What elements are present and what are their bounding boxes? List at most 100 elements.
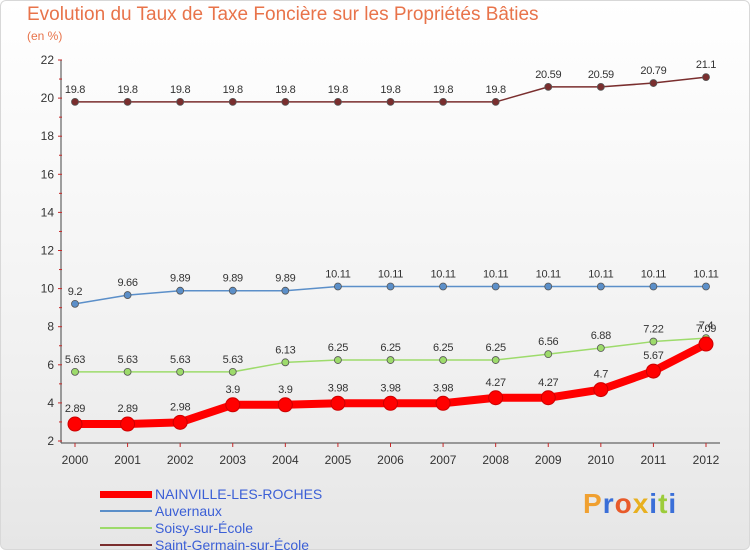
- x-tick-label: 2001: [114, 453, 141, 467]
- logo-letter: r: [602, 488, 615, 519]
- y-tick-label: 14: [41, 205, 55, 219]
- data-point-soisy-sur-ecole: [439, 356, 447, 364]
- data-label-saint-germain-sur-ecole: 19.8: [275, 84, 295, 96]
- data-point-auvernaux: [702, 282, 710, 291]
- data-point-saint-germain-sur-ecole: [71, 98, 79, 106]
- legend-label: Auvernaux: [155, 503, 222, 519]
- data-point-soisy-sur-ecole: [596, 344, 605, 352]
- y-tick-label: 4: [47, 396, 54, 410]
- data-point-auvernaux: [228, 286, 237, 295]
- data-label-auvernaux: 10.11: [641, 269, 666, 281]
- legend-label: Saint-Germain-sur-École: [155, 537, 310, 553]
- data-label-soisy-sur-ecole: 7.4: [699, 320, 714, 332]
- data-label-nainville-les-roches: 2.89: [65, 403, 85, 415]
- data-label-saint-germain-sur-ecole: 20.59: [588, 69, 614, 81]
- x-tick-label: 2005: [325, 453, 352, 467]
- data-point-nainville-les-roches: [225, 397, 241, 413]
- data-point-saint-germain-sur-ecole: [334, 98, 342, 106]
- y-tick-label: 18: [41, 129, 55, 143]
- y-tick-label: 16: [41, 167, 55, 181]
- data-label-saint-germain-sur-ecole: 19.8: [117, 84, 137, 96]
- data-point-saint-germain-sur-ecole: [702, 73, 710, 82]
- data-label-nainville-les-roches: 3.9: [278, 384, 293, 396]
- data-label-auvernaux: 10.11: [325, 269, 350, 281]
- legend-swatch: [100, 527, 152, 529]
- data-label-saint-germain-sur-ecole: 19.8: [328, 84, 348, 96]
- data-label-saint-germain-sur-ecole: 19.8: [65, 84, 85, 96]
- logo-letter: i: [649, 488, 659, 519]
- y-tick-label: 22: [41, 53, 55, 67]
- data-label-auvernaux: 9.89: [170, 273, 190, 285]
- data-point-soisy-sur-ecole: [544, 350, 553, 359]
- legend-swatch: [100, 544, 152, 546]
- x-tick-label: 2009: [535, 453, 562, 467]
- data-label-soisy-sur-ecole: 6.25: [328, 342, 348, 354]
- data-point-auvernaux: [386, 282, 395, 291]
- legend-label: NAINVILLE-LES-ROCHES: [155, 486, 323, 502]
- proxiti-logo: Proxiti: [583, 488, 677, 520]
- data-point-nainville-les-roches: [540, 390, 556, 406]
- data-label-auvernaux: 10.11: [693, 269, 718, 281]
- data-point-saint-germain-sur-ecole: [386, 98, 395, 106]
- x-tick-label: 2004: [272, 453, 299, 467]
- logo-letter: x: [632, 488, 650, 519]
- data-label-saint-germain-sur-ecole: 19.8: [486, 84, 506, 96]
- x-tick-label: 2012: [693, 453, 720, 467]
- x-tick-label: 2000: [62, 453, 89, 467]
- logo-letter: o: [614, 488, 633, 519]
- logo-letter: t: [658, 488, 669, 519]
- data-point-nainville-les-roches: [698, 336, 714, 352]
- data-label-saint-germain-sur-ecole: 21.1: [696, 59, 716, 71]
- data-label-nainville-les-roches: 3.98: [328, 382, 348, 394]
- legend-swatch: [100, 510, 152, 512]
- data-point-nainville-les-roches: [435, 395, 451, 411]
- data-point-nainville-les-roches: [120, 416, 136, 432]
- data-point-saint-germain-sur-ecole: [596, 82, 605, 91]
- data-point-nainville-les-roches: [383, 395, 398, 411]
- data-label-auvernaux: 9.89: [275, 273, 295, 285]
- data-label-nainville-les-roches: 3.98: [433, 382, 453, 394]
- data-point-auvernaux: [71, 299, 79, 308]
- data-point-saint-germain-sur-ecole: [439, 98, 447, 106]
- legend-swatch: [100, 490, 152, 498]
- data-label-soisy-sur-ecole: 6.13: [275, 344, 295, 356]
- data-point-soisy-sur-ecole: [281, 358, 290, 367]
- data-label-nainville-les-roches: 2.89: [117, 403, 137, 415]
- data-point-soisy-sur-ecole: [649, 337, 658, 346]
- data-label-saint-germain-sur-ecole: 19.8: [380, 84, 400, 96]
- x-tick-label: 2006: [377, 453, 404, 467]
- data-point-auvernaux: [596, 282, 605, 291]
- data-point-saint-germain-sur-ecole: [544, 82, 553, 91]
- data-point-soisy-sur-ecole: [386, 356, 395, 364]
- data-point-saint-germain-sur-ecole: [176, 98, 185, 106]
- data-label-soisy-sur-ecole: 5.63: [65, 354, 85, 366]
- legend-label: Soisy-sur-École: [155, 520, 254, 536]
- x-tick-label: 2010: [587, 453, 614, 467]
- data-point-auvernaux: [649, 282, 658, 291]
- x-tick-label: 2007: [430, 453, 457, 467]
- data-point-auvernaux: [544, 282, 553, 291]
- x-tick-label: 2011: [641, 453, 667, 467]
- data-point-soisy-sur-ecole: [71, 367, 79, 376]
- data-label-soisy-sur-ecole: 6.88: [591, 330, 611, 342]
- x-tick-label: 2002: [167, 453, 194, 467]
- data-point-nainville-les-roches: [67, 416, 83, 432]
- logo-letter: i: [668, 488, 678, 519]
- data-label-nainville-les-roches: 3.9: [226, 384, 241, 396]
- logo-letter: P: [583, 488, 603, 519]
- data-point-auvernaux: [176, 286, 185, 295]
- data-point-soisy-sur-ecole: [123, 367, 132, 376]
- y-tick-label: 2: [47, 434, 54, 448]
- data-point-saint-germain-sur-ecole: [281, 98, 290, 106]
- data-label-soisy-sur-ecole: 5.63: [170, 354, 190, 366]
- data-label-auvernaux: 10.11: [483, 269, 508, 281]
- chart-title: Evolution du Taux de Taxe Foncière sur l…: [27, 4, 539, 25]
- y-tick-label: 20: [41, 91, 55, 105]
- data-point-saint-germain-sur-ecole: [123, 98, 132, 106]
- y-tick-label: 6: [47, 358, 54, 372]
- data-point-nainville-les-roches: [593, 382, 609, 398]
- data-point-saint-germain-sur-ecole: [491, 98, 500, 106]
- data-point-saint-germain-sur-ecole: [649, 79, 658, 87]
- data-label-nainville-les-roches: 3.98: [380, 382, 400, 394]
